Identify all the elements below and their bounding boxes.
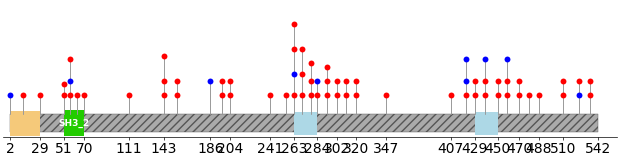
Point xyxy=(493,94,503,96)
Point xyxy=(312,80,322,82)
Point xyxy=(225,94,235,96)
Point xyxy=(218,80,228,82)
Point xyxy=(332,80,342,82)
Point xyxy=(585,80,595,82)
Point xyxy=(502,58,512,61)
Point xyxy=(352,80,361,82)
Point xyxy=(265,94,275,96)
Point xyxy=(172,80,182,82)
Point xyxy=(574,80,584,82)
Bar xyxy=(294,111,317,135)
Point xyxy=(461,58,471,61)
Point xyxy=(322,94,332,96)
Point xyxy=(65,58,75,61)
Point xyxy=(290,94,299,96)
Point xyxy=(19,94,29,96)
Point xyxy=(312,94,322,96)
Point xyxy=(480,80,490,82)
Point xyxy=(218,94,228,96)
Point xyxy=(306,62,316,64)
Point xyxy=(159,55,169,57)
Point xyxy=(65,94,75,96)
Point xyxy=(72,94,82,96)
Point xyxy=(290,48,299,50)
Point xyxy=(446,94,456,96)
Point xyxy=(65,80,75,82)
Point xyxy=(461,94,471,96)
Point xyxy=(461,80,471,82)
Point xyxy=(574,94,584,96)
Point xyxy=(59,94,69,96)
Point xyxy=(35,94,45,96)
Point xyxy=(172,94,182,96)
Point xyxy=(6,94,16,96)
Bar xyxy=(64,110,84,136)
Point xyxy=(79,94,89,96)
Point xyxy=(322,65,332,68)
Point xyxy=(534,94,544,96)
Point xyxy=(159,94,169,96)
Bar xyxy=(475,111,498,135)
Point xyxy=(290,23,299,25)
Bar xyxy=(11,111,40,136)
Text: SH3_2: SH3_2 xyxy=(58,119,89,128)
Point xyxy=(480,94,490,96)
Bar xyxy=(11,114,598,132)
Point xyxy=(515,94,525,96)
Point xyxy=(502,94,512,96)
Point xyxy=(524,94,534,96)
Point xyxy=(502,80,512,82)
Point xyxy=(332,94,342,96)
Point xyxy=(225,80,235,82)
Point xyxy=(381,94,391,96)
Point xyxy=(306,80,316,82)
Point xyxy=(585,94,595,96)
Point xyxy=(558,94,568,96)
Point xyxy=(124,94,134,96)
Point xyxy=(493,80,503,82)
Point xyxy=(352,94,361,96)
Point xyxy=(297,48,307,50)
Point xyxy=(342,94,352,96)
Point xyxy=(206,80,216,82)
Point xyxy=(297,72,307,75)
Bar xyxy=(11,114,598,132)
Point xyxy=(470,94,480,96)
Point xyxy=(297,94,307,96)
Point xyxy=(558,80,568,82)
Point xyxy=(159,80,169,82)
Point xyxy=(515,80,525,82)
Point xyxy=(480,58,490,61)
Point xyxy=(470,80,480,82)
Point xyxy=(306,94,316,96)
Point xyxy=(322,80,332,82)
Point xyxy=(342,80,352,82)
Point xyxy=(59,83,69,86)
Point xyxy=(281,94,291,96)
Point xyxy=(290,72,299,75)
